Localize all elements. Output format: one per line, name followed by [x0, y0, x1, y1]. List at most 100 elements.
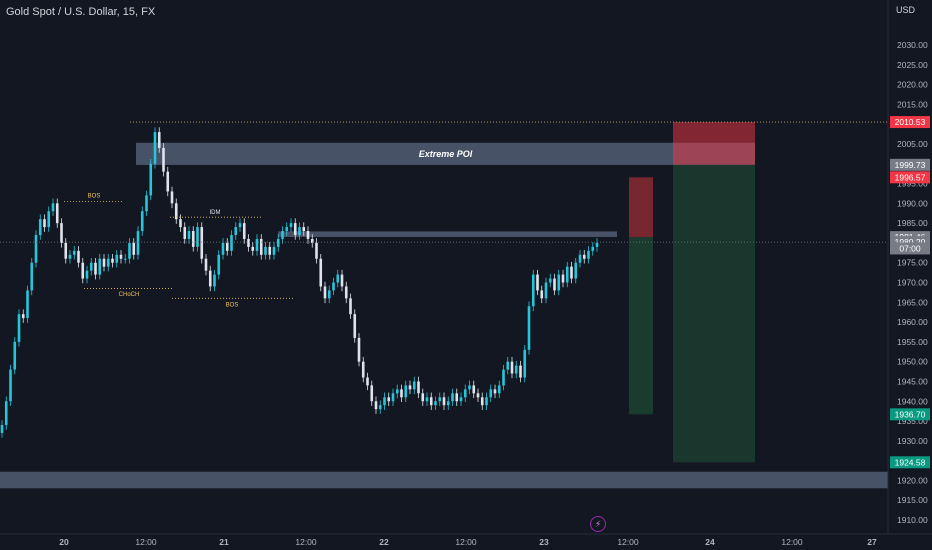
- candle-body: [157, 132, 161, 148]
- candle-body: [400, 389, 403, 398]
- zone-rect: [136, 142, 755, 165]
- x-tick-label: 22: [379, 537, 389, 547]
- lightning-icon[interactable]: ⚡: [590, 516, 606, 532]
- structure-label: BOS: [88, 193, 101, 199]
- candle-body: [519, 365, 522, 378]
- structure-lines: BOS CHoCH IDM BOS: [0, 121, 888, 308]
- y-tick-label: 1995.00: [897, 179, 928, 189]
- candle-body: [391, 393, 395, 402]
- x-tick-label: 23: [539, 537, 549, 547]
- candle-body: [140, 211, 144, 232]
- candle-body: [77, 250, 80, 263]
- candle-body: [47, 211, 51, 228]
- candle-body: [468, 385, 471, 390]
- candle-body: [425, 397, 429, 402]
- candle-body: [225, 242, 229, 251]
- candle-body: [200, 227, 204, 259]
- candle-body: [285, 227, 289, 232]
- candle-body: [119, 254, 123, 259]
- candle-body: [43, 219, 46, 228]
- candle-body: [463, 389, 467, 398]
- y-tick-label: 1990.00: [897, 198, 928, 208]
- y-tick-label: 2025.00: [897, 60, 928, 70]
- candle-body: [595, 242, 599, 247]
- candle-body: [514, 365, 518, 374]
- zone-rect: [278, 231, 617, 237]
- candle-body: [251, 246, 255, 251]
- candle-body: [9, 369, 12, 402]
- y-tick-label: 1985.00: [897, 218, 928, 228]
- candle-body: [531, 274, 535, 307]
- y-tick-label: 1915.00: [897, 495, 928, 505]
- candle-body: [387, 397, 391, 402]
- candle-body: [13, 341, 17, 370]
- candle-body: [502, 369, 505, 386]
- candle-body: [115, 254, 119, 263]
- candle-body: [302, 227, 306, 232]
- candle-body: [451, 393, 454, 402]
- candle-body: [221, 242, 225, 255]
- y-tick-label: 2015.00: [897, 99, 928, 109]
- y-tick-label: 1940.00: [897, 396, 928, 406]
- zone-rect: [0, 471, 888, 489]
- candle-body: [51, 203, 55, 212]
- candle-body: [408, 385, 412, 390]
- candle-body: [98, 258, 102, 275]
- take-profit-box: [629, 237, 653, 415]
- x-tick-label: 12:00: [135, 537, 157, 547]
- candle-body: [72, 250, 76, 255]
- candle-body: [578, 254, 582, 263]
- zones: Extreme POI: [0, 142, 888, 489]
- candle-body: [234, 227, 238, 235]
- candle-body: [136, 231, 140, 255]
- candle-body: [145, 195, 148, 212]
- stop-loss-box: [629, 177, 653, 238]
- y-tick-label: 1960.00: [897, 317, 928, 327]
- y-tick-label: 2005.00: [897, 139, 928, 149]
- candle-body: [255, 238, 259, 251]
- candle-body: [191, 231, 195, 247]
- y-tick-label: 1970.00: [897, 278, 928, 288]
- candle-body: [170, 191, 174, 204]
- x-tick-label: 12:00: [455, 537, 477, 547]
- candle-body: [208, 270, 212, 287]
- candle-body: [565, 266, 569, 283]
- candle-body: [370, 385, 374, 402]
- candle-body: [421, 393, 425, 402]
- candle-body: [106, 258, 110, 267]
- y-tick-label: 2030.00: [897, 40, 928, 50]
- candle-body: [289, 223, 293, 228]
- price-label-bg: [890, 171, 930, 184]
- candle-body: [412, 381, 416, 390]
- candle-body: [276, 238, 280, 247]
- take-profit-box: [673, 164, 755, 463]
- candle-body: [395, 389, 399, 394]
- candle-body: [166, 171, 170, 192]
- candle-body: [561, 274, 565, 283]
- x-tick-label: 12:00: [617, 537, 639, 547]
- candle-body: [306, 231, 310, 239]
- candle-body: [378, 405, 382, 410]
- candle-body: [434, 401, 437, 406]
- price-labels: 2010.531999.731996.571981.461980.2007:00…: [890, 116, 930, 469]
- candle-body: [417, 381, 420, 394]
- candle-body: [323, 286, 327, 299]
- structure-label: BOS: [226, 302, 239, 308]
- candle-body: [510, 361, 514, 374]
- x-tick-label: 27: [867, 537, 877, 547]
- candle-body: [21, 314, 25, 319]
- candle-body: [238, 223, 242, 228]
- price-label-bg: [890, 242, 930, 255]
- y-tick-label: 1975.00: [897, 258, 928, 268]
- zone-label: Extreme POI: [419, 149, 473, 159]
- y-tick-label: 1935.00: [897, 416, 928, 426]
- price-label: 2010.53: [895, 117, 926, 127]
- candle-body: [349, 298, 352, 315]
- candle-body: [162, 147, 165, 172]
- candle-body: [557, 274, 561, 291]
- candle-body: [230, 235, 233, 251]
- candle-body: [132, 242, 136, 255]
- candle-body: [404, 385, 408, 398]
- candle-body: [340, 274, 344, 287]
